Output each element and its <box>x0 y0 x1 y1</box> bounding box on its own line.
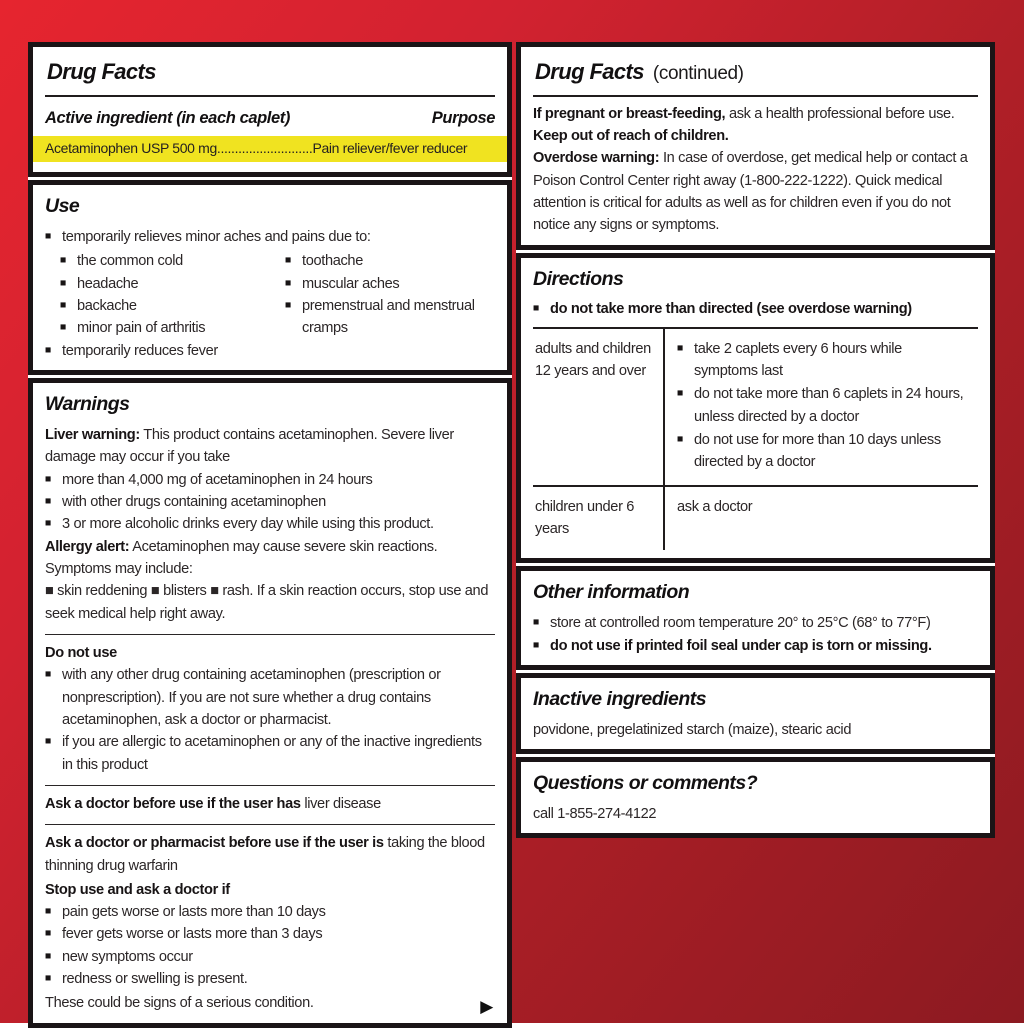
section-divider <box>45 784 495 786</box>
directions-intro-text: do not take more than directed (see over… <box>550 301 912 318</box>
do-not-use-list: with any other drug containing acetamino… <box>45 664 495 776</box>
drug-facts-header-box: Drug Facts Active ingredient (in each ca… <box>28 42 512 178</box>
pregnant-warning-text: ask a health professional before use. <box>728 105 955 122</box>
use-sub-list-2: toothache muscular aches premenstrual an… <box>285 250 495 339</box>
drug-facts-title: Drug Facts <box>47 59 157 84</box>
directions-dose-item: do not take more than 6 caplets in 24 ho… <box>677 383 968 428</box>
overdose-warning-label: Overdose warning: <box>533 150 660 167</box>
liver-warning-text: This product contains acetaminophen. Sev… <box>45 426 454 466</box>
section-divider <box>45 824 495 826</box>
use-section-box: Use temporarily relieves minor aches and… <box>28 180 512 376</box>
stop-use-item: new symptoms occur <box>45 946 495 968</box>
questions-box: Questions or comments? call 1-855-274-41… <box>516 757 995 839</box>
directions-dose-cell: ask a doctor <box>665 484 978 551</box>
ask-doctor-label: Ask a doctor before use if the user has <box>45 795 301 812</box>
stop-use-item: fever gets worse or lasts more than 3 da… <box>45 923 495 945</box>
liver-warning-item: more than 4,000 mg of acetaminophen in 2… <box>45 469 495 491</box>
inactive-ingredients-title: Inactive ingredients <box>533 687 707 710</box>
warnings-section-box: Warnings Liver warning: This product con… <box>28 378 512 1028</box>
ask-doctor-text: liver disease <box>304 795 381 812</box>
use-item: the common cold <box>60 250 285 272</box>
inactive-ingredients-text: povidone, pregelatinized starch (maize),… <box>533 721 852 738</box>
other-information-title: Other information <box>533 581 690 604</box>
continue-arrow-icon: ▶ <box>480 996 493 1016</box>
use-intro-bullet: temporarily relieves minor aches and pai… <box>45 226 495 248</box>
directions-dose-item: do not use for more than 10 days unless … <box>677 429 968 474</box>
serious-condition-text: These could be signs of a serious condit… <box>45 995 314 1012</box>
drug-facts-title-text: Drug Facts <box>535 59 645 84</box>
pregnant-warning-line: If pregnant or breast-feeding, ask a hea… <box>533 103 978 125</box>
use-sub-list-1: the common cold headache backache minor … <box>60 250 285 339</box>
drug-facts-continued-title: Drug Facts (continued) <box>533 53 978 95</box>
overdose-warning-paragraph: Overdose warning: In case of overdose, g… <box>533 147 978 236</box>
allergy-alert-label: Allergy alert: <box>45 538 130 555</box>
directions-title: Directions <box>533 267 624 290</box>
do-not-use-item: if you are allergic to acetaminophen or … <box>45 731 495 776</box>
section-divider <box>45 633 495 635</box>
questions-title: Questions or comments? <box>533 772 758 795</box>
keep-out-of-reach-line: Keep out of reach of children. <box>533 127 729 144</box>
ask-pharmacist-text: taking the blood thinning drug warfarin <box>45 835 485 874</box>
liver-warning-item: with other drugs containing acetaminophe… <box>45 491 495 513</box>
drug-facts-continued-box: Drug Facts (continued) If pregnant or bre… <box>516 42 995 250</box>
directions-age-cell: adults and children 12 years and over <box>533 328 665 485</box>
directions-age-cell: children under 6 years <box>533 484 665 551</box>
other-information-box: Other information store at controlled ro… <box>516 566 995 670</box>
drug-facts-right-column: Drug Facts (continued) If pregnant or bre… <box>516 42 995 839</box>
stop-use-item: pain gets worse or lasts more than 10 da… <box>45 901 495 923</box>
use-sub-bullet-columns: the common cold headache backache minor … <box>60 250 495 339</box>
use-item: backache <box>60 295 285 317</box>
stop-use-item: redness or swelling is present. <box>45 968 495 990</box>
liver-warning-label: Liver warning: <box>45 426 140 443</box>
liver-warning-item: 3 or more alcoholic drinks every day whi… <box>45 513 495 535</box>
active-ingredient-highlighted-line: Acetaminophen USP 500 mg................… <box>33 135 507 163</box>
use-item: minor pain of arthritis <box>60 317 285 339</box>
directions-dose-cell: take 2 caplets every 6 hours while sympt… <box>665 329 978 485</box>
directions-table: adults and children 12 years and over ta… <box>533 326 978 551</box>
allergy-alert-paragraph: Allergy alert: Acetaminophen may cause s… <box>45 536 495 581</box>
stop-use-heading: Stop use and ask a doctor if <box>45 881 230 898</box>
questions-phone-text: call 1-855-274-4122 <box>533 805 657 822</box>
use-item: premenstrual and menstrual cramps <box>285 295 495 340</box>
inactive-ingredients-box: Inactive ingredients povidone, pregelati… <box>516 672 995 755</box>
ask-doctor-line: Ask a doctor before use if the user has … <box>45 793 495 815</box>
foil-seal-bullet: do not use if printed foil seal under ca… <box>533 635 978 657</box>
continued-text: (continued) <box>652 63 744 84</box>
pregnant-warning-label: If pregnant or breast-feeding, <box>533 105 726 122</box>
foil-seal-text: do not use if printed foil seal under ca… <box>550 637 932 654</box>
title-divider <box>533 94 978 97</box>
use-title: Use <box>45 195 80 218</box>
directions-section-box: Directions do not take more than directe… <box>516 252 995 564</box>
do-not-use-heading: Do not use <box>45 644 117 661</box>
active-ingredient-header-row: Active ingredient (in each caplet) Purpo… <box>45 103 495 135</box>
directions-dose-list: take 2 caplets every 6 hours while sympt… <box>677 338 968 474</box>
storage-bullet: store at controlled room temperature 20°… <box>533 612 978 634</box>
directions-intro-bullet: do not take more than directed (see over… <box>533 298 978 320</box>
ask-pharmacist-line: Ask a doctor or pharmacist before use if… <box>45 832 495 877</box>
title-divider <box>45 94 495 97</box>
warnings-title: Warnings <box>45 393 130 416</box>
liver-warning-list: more than 4,000 mg of acetaminophen in 2… <box>45 469 495 536</box>
purpose-label: Purpose <box>431 108 496 127</box>
use-fever-bullet: temporarily reduces fever <box>45 340 495 362</box>
ask-pharmacist-label: Ask a doctor or pharmacist before use if… <box>45 835 384 852</box>
allergy-alert-text: Acetaminophen may cause severe skin reac… <box>45 538 438 577</box>
do-not-use-item: with any other drug containing acetamino… <box>45 664 495 731</box>
liver-warning-paragraph: Liver warning: This product contains ace… <box>45 424 495 469</box>
drug-facts-left-column: Drug Facts Active ingredient (in each ca… <box>28 42 512 1028</box>
overdose-warning-text: In case of overdose, get medical help or… <box>533 150 968 234</box>
allergy-symptoms-line: ■ skin reddening ■ blisters ■ rash. If a… <box>45 583 489 622</box>
stop-use-list: pain gets worse or lasts more than 10 da… <box>45 901 495 990</box>
use-item: toothache <box>285 250 495 272</box>
use-item: headache <box>60 273 285 295</box>
use-item: muscular aches <box>285 273 495 295</box>
active-ingredient-label: Active ingredient (in each caplet) <box>45 108 290 127</box>
directions-dose-item: take 2 caplets every 6 hours while sympt… <box>677 338 968 383</box>
warnings-footer-row: These could be signs of a serious condit… <box>45 992 495 1014</box>
